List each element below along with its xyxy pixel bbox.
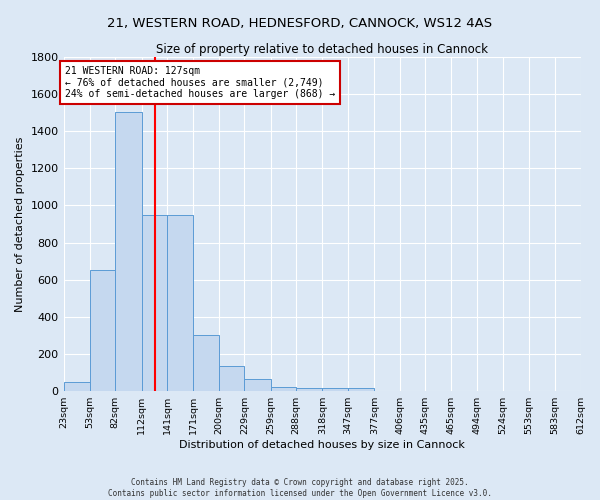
- Bar: [142, 214, 167, 391]
- Bar: [271, 386, 296, 391]
- Bar: [322, 388, 348, 391]
- Bar: [115, 112, 142, 391]
- Bar: [90, 270, 115, 391]
- Bar: [244, 379, 271, 391]
- Text: Contains HM Land Registry data © Crown copyright and database right 2025.
Contai: Contains HM Land Registry data © Crown c…: [108, 478, 492, 498]
- X-axis label: Distribution of detached houses by size in Cannock: Distribution of detached houses by size …: [179, 440, 465, 450]
- Bar: [219, 366, 244, 391]
- Bar: [193, 336, 219, 391]
- Bar: [64, 382, 90, 391]
- Text: 21, WESTERN ROAD, HEDNESFORD, CANNOCK, WS12 4AS: 21, WESTERN ROAD, HEDNESFORD, CANNOCK, W…: [107, 18, 493, 30]
- Text: 21 WESTERN ROAD: 127sqm
← 76% of detached houses are smaller (2,749)
24% of semi: 21 WESTERN ROAD: 127sqm ← 76% of detache…: [65, 66, 335, 99]
- Y-axis label: Number of detached properties: Number of detached properties: [15, 136, 25, 312]
- Bar: [167, 214, 193, 391]
- Bar: [296, 388, 322, 391]
- Bar: [348, 388, 374, 391]
- Title: Size of property relative to detached houses in Cannock: Size of property relative to detached ho…: [156, 42, 488, 56]
